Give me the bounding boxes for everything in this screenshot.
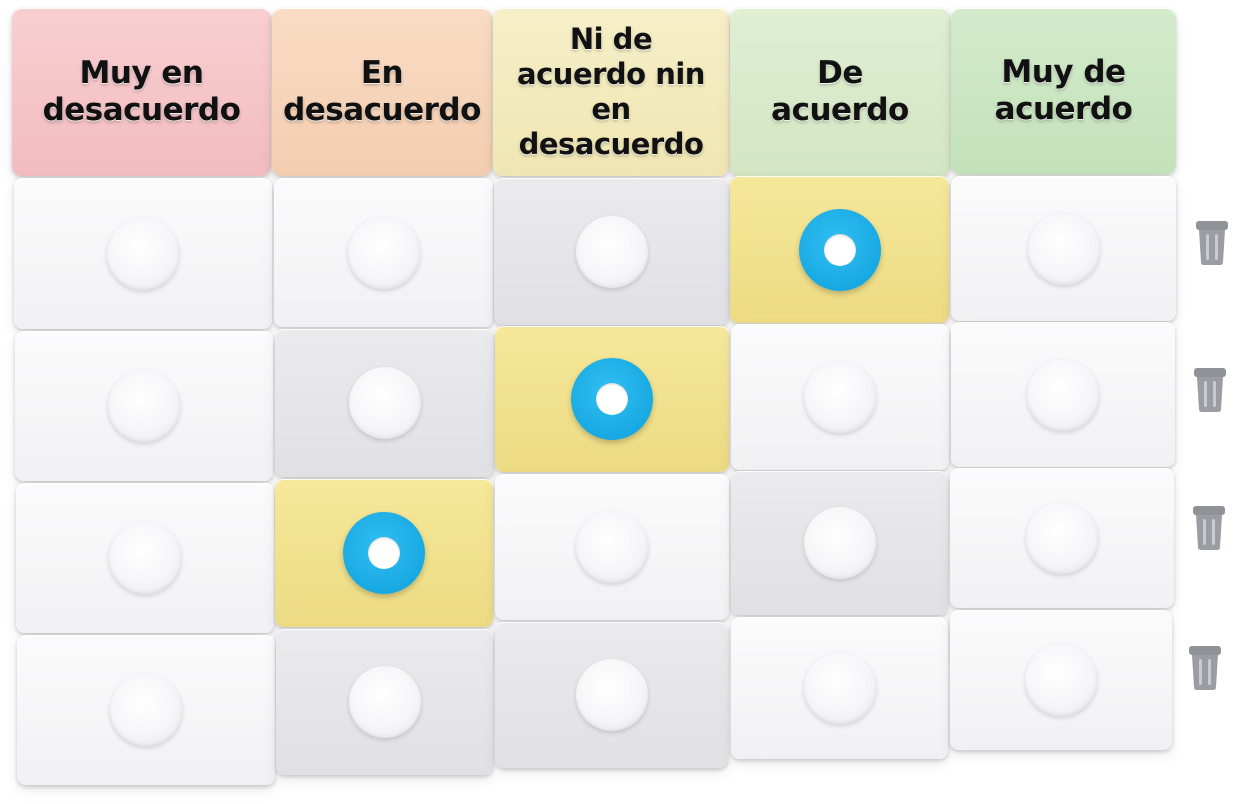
option-cell[interactable]	[951, 322, 1175, 467]
option-cell[interactable]	[15, 331, 273, 481]
option-cell[interactable]	[494, 178, 729, 325]
header-de-acuerdo: De acuerdo	[730, 8, 950, 176]
option-cell[interactable]	[14, 178, 272, 329]
radio-knob-icon	[1026, 502, 1098, 574]
radio-knob-icon	[803, 652, 876, 724]
option-cell[interactable]	[276, 629, 493, 775]
header-label: Muy en desacuerdo	[42, 55, 241, 128]
header-label: En desacuerdo	[283, 55, 481, 128]
header-muy-de-acuerdo: Muy de acuerdo	[951, 8, 1176, 174]
radio-knob-icon	[347, 216, 420, 289]
radio-knob-icon	[575, 659, 648, 731]
option-cell[interactable]	[731, 324, 949, 470]
header-muy-en-desacuerdo: Muy en desacuerdo	[12, 8, 271, 176]
option-cell[interactable]	[495, 622, 728, 768]
header-label: De acuerdo	[771, 55, 909, 128]
radio-knob-icon	[576, 511, 648, 583]
option-cell-selected[interactable]	[730, 176, 949, 323]
radio-knob-icon	[1027, 212, 1100, 285]
radio-knob-icon	[348, 367, 421, 439]
radio-knob-icon	[109, 522, 181, 594]
trash-icon[interactable]	[1192, 505, 1226, 551]
radio-knob-icon	[575, 215, 648, 288]
trash-icon[interactable]	[1188, 645, 1222, 691]
radio-knob-icon	[1025, 644, 1097, 716]
radio-selected-icon	[571, 358, 653, 440]
header-neutral: Ni de acuerdo nin en desacuerdo	[493, 8, 729, 176]
option-cell[interactable]	[275, 329, 494, 477]
radio-selected-icon	[798, 208, 881, 291]
radio-selected-icon	[343, 512, 425, 594]
trash-icon[interactable]	[1193, 367, 1227, 413]
option-cell[interactable]	[950, 468, 1174, 608]
option-cell-selected[interactable]	[495, 326, 729, 472]
radio-knob-icon	[107, 217, 179, 290]
trash-icon[interactable]	[1195, 220, 1229, 266]
radio-knob-icon	[348, 666, 421, 738]
option-cell[interactable]	[274, 178, 493, 327]
option-cell[interactable]	[951, 176, 1176, 321]
header-label: Ni de acuerdo nin en desacuerdo	[517, 22, 705, 161]
option-cell[interactable]	[731, 471, 948, 615]
radio-knob-icon	[110, 674, 182, 746]
header-label: Muy de acuerdo	[994, 54, 1133, 127]
option-cell[interactable]	[495, 474, 729, 620]
option-cell[interactable]	[16, 483, 274, 633]
option-cell[interactable]	[731, 617, 948, 759]
header-en-desacuerdo: En desacuerdo	[272, 8, 492, 176]
radio-knob-icon	[803, 507, 876, 579]
radio-knob-icon	[108, 370, 180, 442]
radio-knob-icon	[804, 361, 876, 433]
option-cell-selected[interactable]	[275, 479, 493, 627]
option-cell[interactable]	[950, 610, 1172, 750]
radio-knob-icon	[1027, 358, 1099, 431]
option-cell[interactable]	[17, 635, 275, 785]
